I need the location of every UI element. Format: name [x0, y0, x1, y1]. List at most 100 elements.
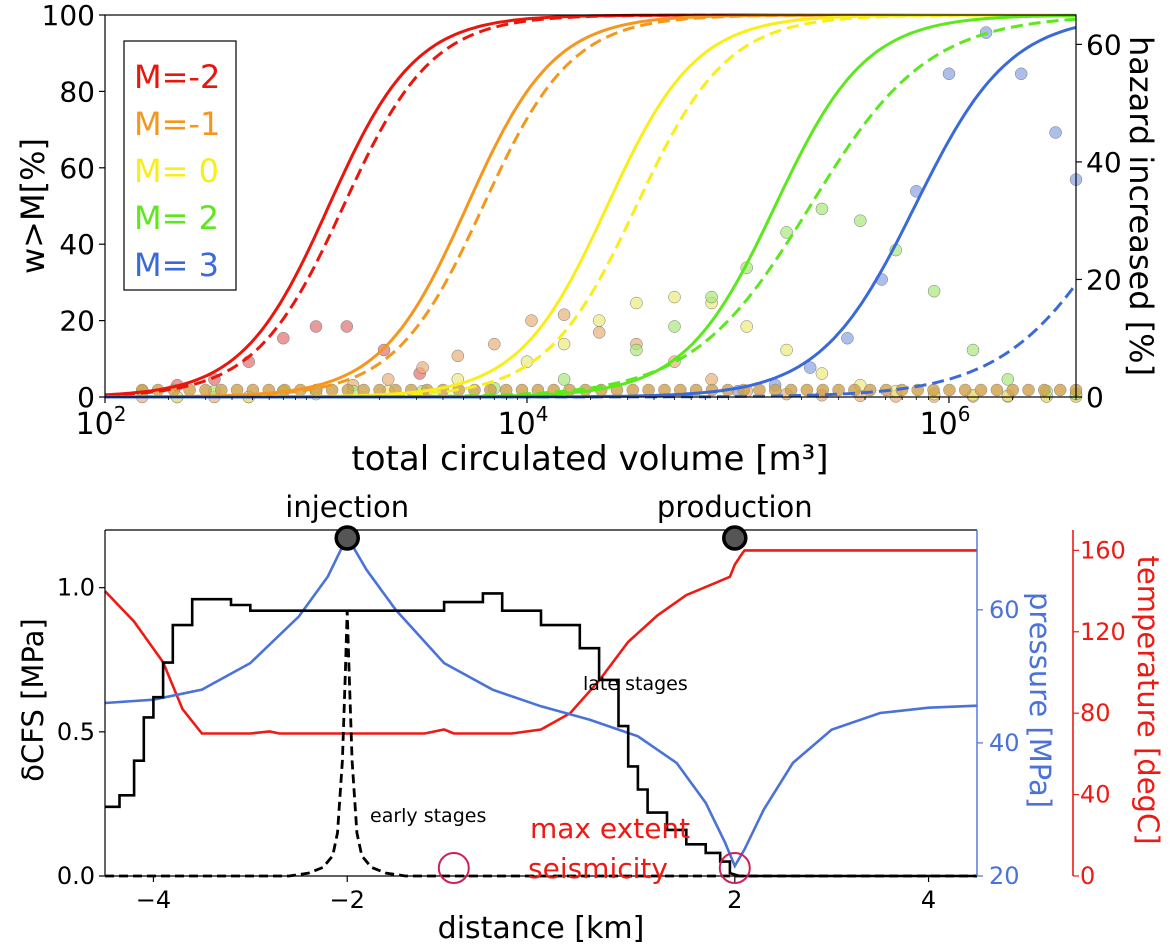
pressure-line — [104, 533, 978, 869]
top-y2-axis-label: hazard increased [%] — [1122, 36, 1160, 376]
hazard-point — [416, 361, 429, 374]
baseline-point — [769, 383, 782, 397]
dashed-line-4 — [105, 17, 1077, 399]
temperature-tick-label: 160 — [1080, 536, 1126, 564]
hazard-point — [815, 367, 829, 380]
temperature-tick-label: 0 — [1080, 862, 1095, 890]
hazard-point — [780, 226, 793, 239]
tick-base: 10 — [76, 407, 114, 442]
well-marker — [334, 525, 360, 551]
hazard-point — [309, 320, 323, 333]
hazard-point — [488, 337, 501, 351]
hazard-point — [815, 202, 829, 216]
max-extent-label: max extent — [530, 812, 690, 845]
bottom-y-ticks: 0.0 0.5 1.0 — [57, 574, 105, 890]
legend-entry: M=-1 — [134, 105, 220, 143]
hazard-point — [340, 320, 354, 333]
baseline-point — [753, 383, 766, 397]
hazard-point — [592, 314, 606, 327]
legend-entries: M=-2 M=-1 M= 0 M= 2 M= 3 — [134, 58, 220, 284]
legend-box — [123, 40, 237, 291]
hazard-point — [705, 290, 718, 304]
hazard-point — [668, 290, 681, 304]
hazard-point — [841, 331, 854, 345]
pressure-tick-label: 20 — [989, 862, 1020, 890]
hazard-point — [277, 331, 290, 345]
baseline-point — [341, 383, 355, 397]
baseline-point — [974, 383, 988, 397]
top-x-axis-label: total circulated volume [m³] — [351, 439, 828, 479]
bottom-y-axis-label: δCFS [MPa] — [16, 618, 50, 781]
top-y-tick-label: 100 — [42, 0, 95, 32]
top-x-tick-label: 104 — [498, 402, 549, 442]
hazard-point — [630, 296, 643, 310]
baseline-point — [1053, 383, 1067, 397]
baseline-point — [943, 383, 956, 397]
cfs-early-line — [105, 610, 977, 878]
well-markers: injection production — [285, 490, 813, 551]
pressure-axis-label: pressure [MPa] — [1023, 592, 1057, 808]
top-plot-frame — [104, 14, 1077, 398]
solid-line-3 — [105, 13, 1076, 399]
tick-exponent: 4 — [536, 402, 549, 426]
well-label: injection — [285, 490, 409, 524]
temperature-tick-label: 120 — [1080, 618, 1126, 646]
hazard-point — [525, 314, 538, 327]
bottom-x-tick-label: 2 — [727, 886, 742, 914]
legend: M=-2 M=-1 M= 0 M= 2 M= 3 — [123, 40, 237, 291]
cfs-late-line — [105, 592, 977, 878]
dashed-line-5 — [105, 283, 1078, 399]
baseline-point — [199, 383, 212, 397]
early-stages-label: early stages — [370, 805, 486, 827]
hazard-point — [381, 373, 395, 386]
hazard-point — [803, 361, 817, 374]
hazard-point — [966, 343, 980, 357]
hazard-point — [942, 67, 956, 81]
baseline-point — [816, 383, 830, 397]
legend-entry: M=-2 — [134, 58, 220, 96]
well-label: production — [657, 490, 813, 524]
solid-line-1 — [104, 13, 1076, 397]
bottom-y-tick-label: 1.0 — [57, 574, 95, 602]
tick-base: 10 — [498, 407, 536, 442]
hazard-point — [780, 343, 793, 357]
bottom-x-tick-label: −2 — [330, 886, 365, 914]
top-y2-tick-label: 0 — [1086, 381, 1104, 414]
dashed-line-3 — [105, 13, 1076, 399]
top-y-tick-label: 20 — [59, 305, 95, 338]
hazard-point — [1014, 67, 1028, 81]
top-y-tick-label: 40 — [59, 228, 95, 261]
hazard-point — [1049, 126, 1062, 139]
baseline-point — [990, 383, 1004, 397]
hazard-point — [705, 373, 718, 386]
bottom-x-tick-label: −4 — [136, 886, 171, 914]
extent-circles — [437, 852, 751, 884]
top-y-axis-label: w>M[%] — [14, 138, 52, 274]
hazard-point — [668, 320, 681, 333]
baseline-point — [1022, 383, 1035, 397]
top-y-ticks: 0 20 40 60 80 100 — [42, 0, 105, 414]
baseline-point — [1038, 383, 1051, 397]
pressure-ticks: 20 40 60 — [977, 596, 1020, 890]
tick-exponent: 6 — [958, 402, 971, 426]
top-x-tick-label: 106 — [920, 402, 971, 442]
baseline-point — [800, 383, 814, 397]
pressure-tick-label: 60 — [989, 596, 1020, 624]
bottom-x-ticks: −4 −2 2 4 — [136, 876, 936, 914]
legend-entry: M= 2 — [134, 199, 219, 237]
top-y-tick-label: 80 — [59, 75, 95, 108]
top-y2-tick-label: 40 — [1086, 146, 1122, 179]
hazard-point — [630, 343, 643, 357]
hazard-point — [557, 373, 571, 386]
temperature-axis-label: temperature [degC] — [1131, 555, 1165, 844]
top-y2-tick-label: 20 — [1086, 263, 1122, 296]
hazard-point — [1001, 373, 1015, 386]
hazard-point — [740, 320, 753, 333]
seismicity-label: seismicity — [528, 852, 668, 885]
top-y-tick-label: 60 — [59, 152, 95, 185]
baseline-point — [958, 383, 972, 397]
tick-exponent: 2 — [114, 402, 127, 426]
fraction-lines-layer — [104, 13, 1078, 399]
